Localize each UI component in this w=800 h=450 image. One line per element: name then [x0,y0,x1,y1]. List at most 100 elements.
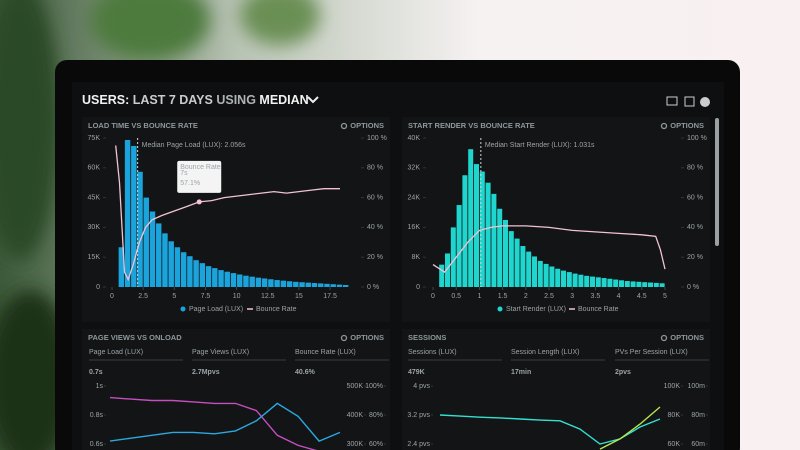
options-button[interactable]: OPTIONS [670,333,704,342]
y2-tick-label: 80 % [367,165,383,172]
x-tick-label: 5 [172,293,176,300]
bar [456,205,462,287]
bar [520,246,526,287]
bar [118,247,125,287]
series-line [599,406,661,450]
header-range[interactable]: LAST 7 DAYS [133,93,213,107]
gear-icon [660,334,668,342]
dropdown-arrow[interactable] [307,96,319,104]
bar [584,275,590,287]
x-tick-label: 1.5 [498,293,508,300]
legend-label[interactable]: Page Load (LUX) [189,306,243,313]
y3-tick-label: 100% [365,383,383,390]
median-label: Median Page Load (LUX): 2.056s [142,142,246,149]
bar [648,282,653,287]
x-tick-label: 12.5 [261,293,275,300]
bar [566,272,572,287]
panel-title: PAGE VIEWS VS ONLOAD [88,333,182,342]
icon-share[interactable] [684,96,695,107]
y2-tick-label: 20 % [367,254,383,261]
metric-label: Page Views (LUX) [192,349,249,356]
bar [249,276,255,287]
bar [491,193,497,287]
bar [330,284,336,287]
y3-tick-label: 80m [691,412,705,419]
bar [630,281,636,287]
x-tick-label: 4 [617,293,621,300]
y-tick-label: 60K [88,165,101,172]
y3-tick-label: 80% [369,412,383,419]
x-tick-label: 4.5 [637,293,647,300]
x-tick-label: 7.5 [201,293,211,300]
bar [468,149,474,287]
y-tick-label: 8K [411,254,420,261]
legend-label[interactable]: Start Render (LUX) [506,306,566,313]
bar [342,285,349,287]
y3-tick-label: 60% [369,441,383,448]
header-title: USERS: LAST 7 DAYS USING MEDIAN [82,93,309,107]
options-button[interactable]: OPTIONS [670,121,704,130]
header-users: USERS: [82,93,129,107]
bar [561,270,566,287]
y-tick-label: 16K [408,224,421,231]
panel [402,329,710,450]
x-tick-label: 3.5 [591,293,601,300]
metric-value: 2.7Mpvs [192,369,220,376]
bar [131,145,137,287]
options-button[interactable]: OPTIONS [350,333,384,342]
bar [485,182,491,287]
bar [601,278,607,287]
series-line [109,396,318,450]
bar [205,266,212,287]
bar [653,282,659,287]
bar [243,275,249,287]
y-tick-label: 0 [416,284,420,291]
bar [537,260,543,287]
y2-tick-label: 20 % [687,254,703,261]
bounce-line [432,225,666,273]
bar [572,273,578,287]
y-tick-label: 2.4 pvs [407,441,430,448]
bar [514,238,520,287]
header-stat[interactable]: MEDIAN [259,93,308,107]
x-tick-label: 1 [477,293,481,300]
legend-label[interactable]: Bounce Rate [578,306,619,313]
y2-tick-label: 0 % [687,284,699,291]
x-tick-label: 3 [570,293,574,300]
bar [174,247,181,287]
bar [143,197,149,287]
bar [445,253,450,287]
bar [274,280,280,287]
icon-monitor[interactable] [666,96,678,106]
gear-icon [660,122,668,130]
panel [82,329,390,450]
legend-swatch [497,306,503,312]
y2-tick-label: 40 % [367,224,383,231]
bar [555,268,561,287]
y2-tick-label: 500K [347,383,364,390]
y2-tick-label: 80K [668,412,681,419]
x-tick-label: 2 [524,293,528,300]
tooltip-point [196,199,202,205]
bar [280,280,287,287]
bar [624,281,630,287]
icon-help[interactable] [700,97,710,107]
bar [450,227,456,287]
legend-label[interactable]: Bounce Rate [256,306,297,313]
legend-swatch [180,306,186,312]
bar [212,268,218,287]
metric-value: 0.7s [89,369,103,376]
scrollbar[interactable] [715,118,719,246]
x-tick-label: 0.5 [451,293,461,300]
x-tick-label: 2.5 [544,293,554,300]
metric-label: Session Length (LUX) [511,349,579,356]
bar [607,278,613,287]
x-tick-label: 0 [431,293,435,300]
y-tick-label: 75K [88,135,101,142]
bar [595,277,601,287]
y-tick-label: 15K [88,254,101,261]
bar [619,280,624,287]
y3-tick-label: 60m [691,441,705,448]
options-button[interactable]: OPTIONS [350,121,384,130]
bar [255,277,262,287]
